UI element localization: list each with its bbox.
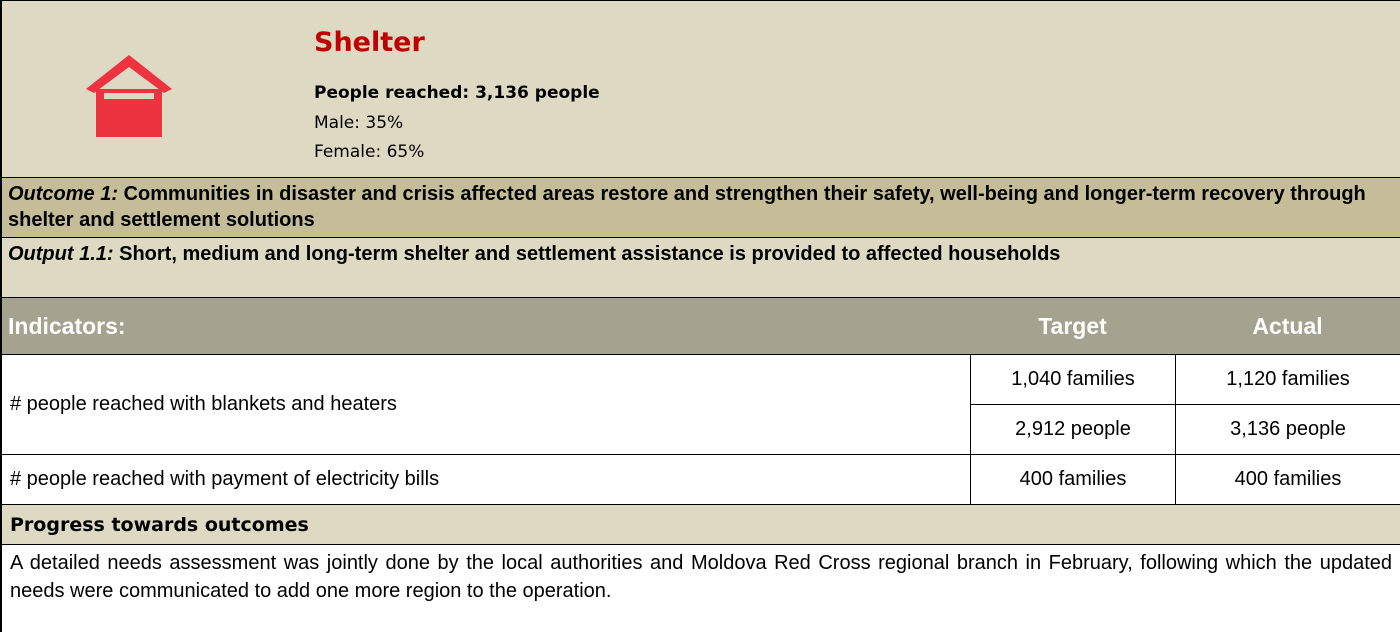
outcome: Outcome 1: Communities in disaster and c…	[0, 178, 1400, 238]
outcome-text: Communities in disaster and crisis affec…	[8, 183, 1366, 231]
shelter-icon	[86, 55, 172, 137]
header-cell: Target	[970, 298, 1175, 355]
progress-title: Progress towards outcomes	[0, 505, 1400, 545]
target: 400 families	[970, 455, 1175, 505]
outcome-label: Outcome 1:	[8, 183, 119, 205]
table-header	[0, 298, 1400, 355]
progress-text: A detailed needs assessment was jointly …	[0, 545, 1400, 632]
people-reached: People reached: 3,136 people	[314, 83, 600, 103]
indicator: # people reached with blankets and heate…	[0, 355, 970, 455]
header: Shelter People reached: 3,136 people Mal…	[0, 0, 1400, 178]
actual: 400 families	[1175, 455, 1400, 505]
target: 1,040 families	[970, 355, 1175, 405]
target: 2,912 people	[970, 405, 1175, 455]
indicator: # people reached with payment of electri…	[0, 455, 970, 505]
actual: 1,120 families	[1175, 355, 1400, 405]
male: Male: 35%	[314, 113, 404, 133]
header-cell: Actual	[1175, 298, 1400, 355]
output: Output 1.1: Short, medium and long-term …	[0, 238, 1400, 298]
header-cell: Indicators:	[0, 298, 970, 355]
female: Female: 65%	[314, 142, 425, 162]
output-label: Output 1.1:	[8, 243, 114, 265]
output-text: Short, medium and long-term shelter and …	[119, 243, 1061, 265]
title: Shelter	[314, 27, 425, 58]
actual: 3,136 people	[1175, 405, 1400, 455]
